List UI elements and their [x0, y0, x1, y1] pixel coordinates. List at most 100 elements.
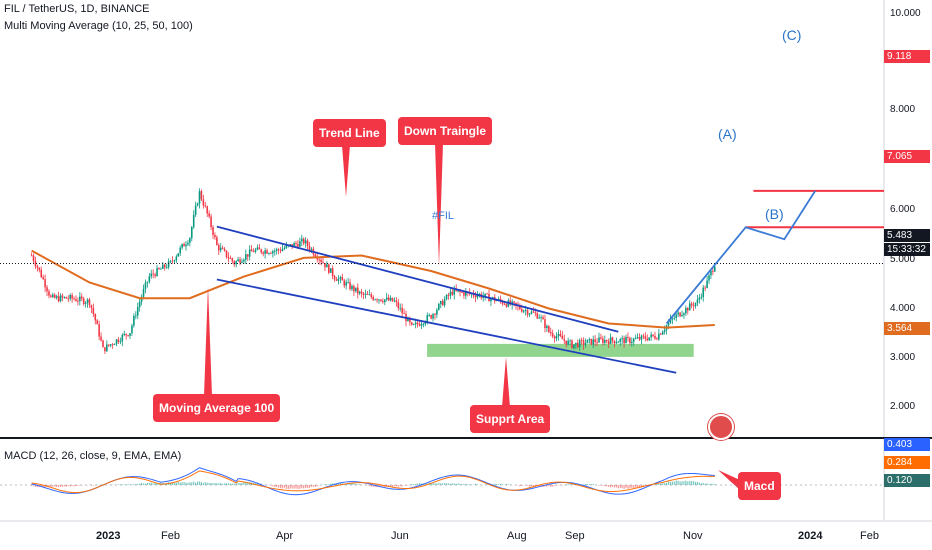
macd-line-segment [641, 487, 644, 490]
macd-line-segment [481, 480, 484, 482]
macd-line-segment [664, 478, 667, 480]
macd-line-segment [278, 491, 281, 493]
macd-line-segment [176, 478, 179, 480]
candle-body [187, 242, 189, 245]
candle-body [333, 276, 336, 280]
candle-body [285, 245, 288, 248]
signal-line-segment [98, 485, 102, 488]
candle-body [611, 337, 614, 341]
macd-line-segment [255, 482, 258, 484]
candle-body [233, 261, 236, 265]
macd-line-segment [633, 490, 636, 493]
y-tick: 6.000 [890, 204, 916, 215]
signal-line-segment [174, 481, 177, 483]
macd-line-segment [270, 488, 274, 491]
candle-body [335, 279, 338, 281]
candle-body [439, 301, 442, 304]
signal-line-segment [483, 481, 486, 484]
macd-line-segment [274, 489, 277, 492]
candle-body [648, 337, 650, 341]
macd-line-segment [484, 481, 488, 484]
candle-body [216, 237, 218, 246]
macd-line-segment [656, 481, 660, 484]
candle-body [474, 295, 477, 298]
macd-line-segment [440, 476, 443, 479]
candle-body [212, 227, 214, 235]
macd-line-segment [174, 478, 177, 481]
signal-line-segment [222, 476, 225, 478]
candle-body [204, 205, 207, 207]
signal-line-segment [189, 474, 193, 477]
candle-body [430, 315, 432, 319]
macd-line-segment [413, 486, 416, 488]
candle-body [476, 295, 479, 298]
macd-line-segment [423, 482, 426, 485]
candle-body [650, 334, 652, 338]
macd-line-segment [670, 475, 673, 478]
candle-body [328, 264, 330, 273]
candle-body [387, 297, 390, 301]
candle-body [173, 260, 176, 262]
signal-line-segment [110, 480, 113, 483]
candle-body [71, 294, 73, 299]
candle-body [397, 302, 400, 308]
macd-line-segment [272, 489, 275, 491]
signal-line-segment [423, 484, 426, 487]
signal-line-segment [147, 479, 150, 482]
macd-line-segment [486, 482, 490, 485]
candle-body [669, 319, 672, 323]
flag-icon[interactable] [708, 414, 734, 440]
candle-body [596, 342, 598, 343]
candle-body [685, 307, 687, 314]
signal-line-segment [218, 474, 221, 477]
candle-body [563, 339, 566, 341]
candle-body [113, 344, 116, 346]
macd-line-segment [276, 490, 279, 493]
signal-line-segment [100, 484, 104, 487]
signal-line-segment [479, 480, 482, 482]
candle-body [690, 303, 693, 306]
candle-body [700, 297, 703, 298]
candle-body [422, 323, 425, 325]
macd-line-segment [662, 479, 665, 481]
candle-body [163, 264, 166, 268]
candle-body [659, 333, 662, 335]
candle-body [152, 273, 154, 275]
candle-body [131, 325, 133, 334]
candle-body [243, 259, 245, 262]
candle-body [275, 249, 278, 251]
candle-body [661, 331, 664, 335]
candle-body [534, 312, 537, 314]
signal-line-segment [444, 477, 447, 480]
signal-line-segment [153, 481, 156, 484]
candle-body [181, 244, 183, 248]
candle-body [412, 324, 415, 326]
candle-body [146, 281, 149, 283]
macd-line-segment [37, 484, 40, 487]
candle-body [198, 191, 201, 204]
signal-line-segment [44, 485, 48, 487]
candle-body [218, 245, 220, 251]
candle-body [403, 313, 405, 315]
signal-value: 0.284 [884, 456, 930, 469]
macd-line-segment [154, 479, 158, 482]
candle-body [571, 340, 573, 348]
macd-line-segment [226, 476, 229, 478]
candle-body [459, 290, 461, 293]
candle-body [501, 301, 504, 304]
candle-body [617, 341, 620, 343]
candle-body [221, 247, 224, 249]
candle-body [44, 279, 46, 288]
candle-body [688, 303, 691, 311]
candle-body [36, 266, 39, 268]
support-zone [427, 343, 694, 357]
candle-body [300, 238, 303, 242]
candle-body [304, 240, 307, 244]
ma100-line [31, 249, 715, 329]
candle-body [667, 322, 670, 326]
candle-body [499, 298, 502, 302]
trend-line-callout: Trend Line [313, 119, 386, 147]
candle-body [106, 344, 108, 352]
candle-body [438, 303, 440, 310]
signal-line-segment [43, 484, 46, 487]
